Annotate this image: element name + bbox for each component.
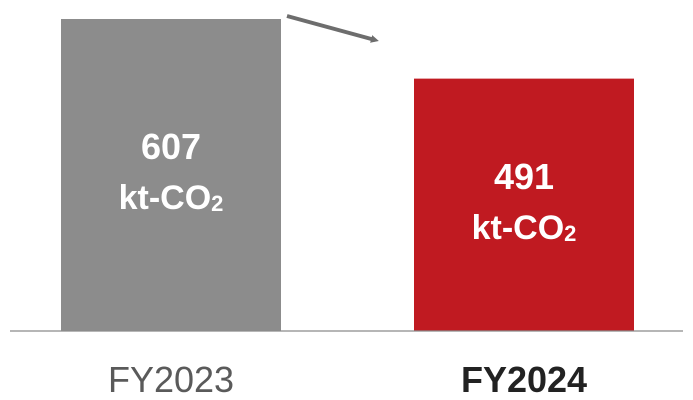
bar-unit-label-fy2023: kt-CO2 — [119, 179, 224, 217]
bar-unit-label-fy2024: kt-CO2 — [472, 209, 577, 247]
x-tick-labels-group: FY2023 FY2024 — [108, 359, 587, 400]
decrease-arrow — [286, 14, 379, 43]
x-tick-label-fy2024: FY2024 — [461, 359, 587, 400]
bar-fy2024 — [414, 78, 634, 331]
x-tick-label-fy2023: FY2023 — [108, 359, 234, 400]
bars-group — [61, 19, 634, 331]
bar-fy2023 — [61, 19, 281, 331]
bar-value-label-fy2023: 607 — [141, 126, 201, 167]
bar-value-label-fy2024: 491 — [494, 156, 554, 197]
value-labels-group: 607 kt-CO2 491 kt-CO2 — [119, 126, 577, 247]
